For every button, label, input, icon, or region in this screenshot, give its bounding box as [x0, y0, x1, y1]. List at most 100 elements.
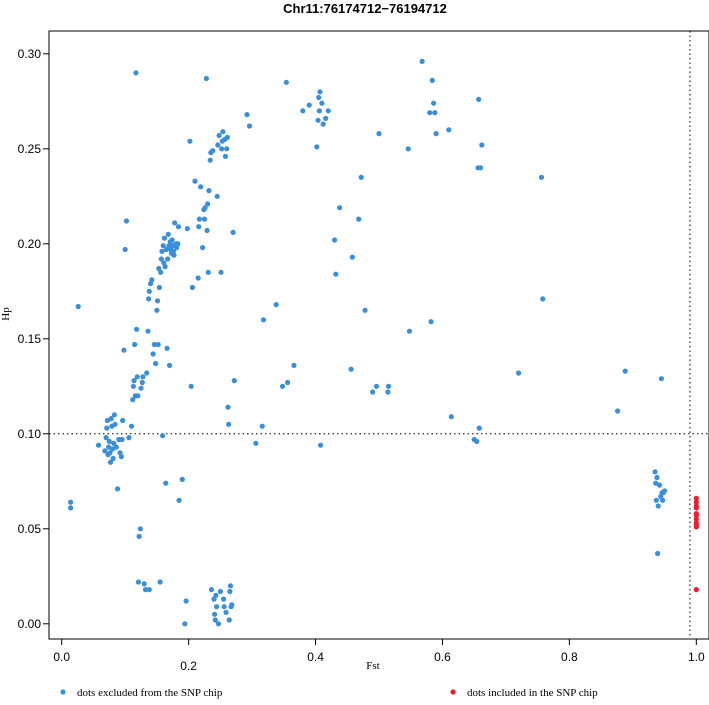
series-excluded — [67, 58, 668, 627]
y-tick-label: 0.00 — [18, 617, 42, 631]
data-point — [158, 256, 164, 262]
data-point — [182, 621, 188, 627]
data-point — [132, 341, 138, 348]
data-point — [227, 588, 233, 595]
data-point — [655, 503, 661, 509]
data-point — [111, 440, 117, 446]
data-point — [316, 108, 322, 114]
data-point — [358, 174, 364, 180]
data-point — [419, 58, 425, 64]
data-point — [196, 216, 203, 222]
data-point — [120, 417, 126, 424]
data-point — [246, 123, 253, 129]
data-point — [156, 284, 163, 291]
data-point — [206, 188, 212, 194]
data-point — [349, 254, 355, 260]
x-axis: 0.0 0.2 0.4 0.6 0.8 1.0 — [53, 639, 705, 673]
data-point — [135, 393, 141, 399]
data-point — [67, 499, 74, 505]
data-point — [134, 374, 140, 380]
data-point — [184, 226, 190, 232]
data-point — [215, 621, 222, 627]
data-point — [192, 178, 198, 184]
data-point — [223, 609, 229, 616]
data-point — [179, 476, 185, 482]
data-point — [660, 497, 666, 503]
data-point — [95, 442, 102, 448]
data-point — [215, 142, 221, 148]
data-point — [165, 256, 171, 262]
data-point — [165, 231, 171, 237]
data-point — [229, 602, 235, 608]
x-tick-label: 0.4 — [307, 650, 324, 664]
data-point — [231, 378, 237, 384]
data-point — [315, 117, 321, 123]
data-point — [428, 319, 434, 325]
data-point — [102, 448, 108, 454]
y-tick-label: 0.25 — [18, 142, 42, 156]
data-point — [212, 617, 218, 623]
data-point — [219, 146, 225, 152]
data-points — [67, 58, 699, 627]
data-point — [205, 201, 211, 207]
data-point — [133, 326, 140, 332]
data-point — [176, 497, 182, 503]
data-point — [119, 436, 125, 443]
data-point — [149, 277, 155, 283]
series-included — [693, 495, 699, 593]
data-point — [273, 302, 279, 308]
data-point — [538, 174, 545, 180]
data-point — [405, 146, 411, 152]
data-point — [220, 596, 227, 602]
data-point — [479, 142, 485, 148]
data-point — [333, 271, 339, 277]
data-point — [146, 296, 152, 302]
data-point — [622, 368, 628, 374]
data-point — [285, 379, 291, 386]
data-point — [106, 438, 112, 444]
x-tick-label: 0.6 — [434, 650, 451, 664]
data-point — [161, 235, 168, 241]
data-point — [654, 550, 661, 557]
data-point — [111, 412, 117, 418]
data-point — [122, 246, 128, 253]
data-point — [103, 435, 109, 441]
data-point — [154, 298, 161, 304]
y-tick-label: 0.20 — [18, 237, 42, 251]
data-point — [164, 345, 170, 351]
data-point — [658, 376, 665, 382]
data-point — [476, 96, 482, 102]
data-point — [195, 275, 201, 281]
data-point — [279, 383, 286, 389]
data-point — [205, 269, 211, 275]
data-point — [175, 241, 181, 247]
data-point — [208, 587, 215, 593]
data-point — [244, 112, 250, 118]
legend-marker-excluded — [60, 689, 66, 695]
data-point — [433, 131, 439, 137]
y-tick-label: 0.05 — [18, 522, 42, 536]
plot-border — [48, 30, 709, 640]
data-point — [146, 288, 152, 294]
legend: dots excluded from the SNP chip dots incl… — [60, 687, 598, 699]
data-point — [654, 474, 660, 481]
reference-lines — [49, 31, 709, 639]
data-point — [150, 351, 156, 357]
data-point — [112, 421, 118, 427]
data-point — [153, 360, 159, 367]
data-point — [144, 370, 150, 376]
data-point — [319, 100, 325, 106]
data-point — [693, 524, 699, 530]
data-point — [283, 79, 289, 85]
data-point — [175, 224, 182, 230]
y-axis-label: Hp — [0, 307, 12, 321]
data-point — [141, 581, 147, 587]
data-point — [183, 598, 189, 604]
data-point — [430, 100, 437, 106]
data-point — [114, 486, 121, 492]
legend-label-included: dots included in the SNP chip — [467, 687, 598, 699]
data-point — [693, 587, 699, 593]
data-point — [224, 134, 230, 140]
data-point — [166, 362, 173, 368]
data-point — [207, 157, 213, 163]
